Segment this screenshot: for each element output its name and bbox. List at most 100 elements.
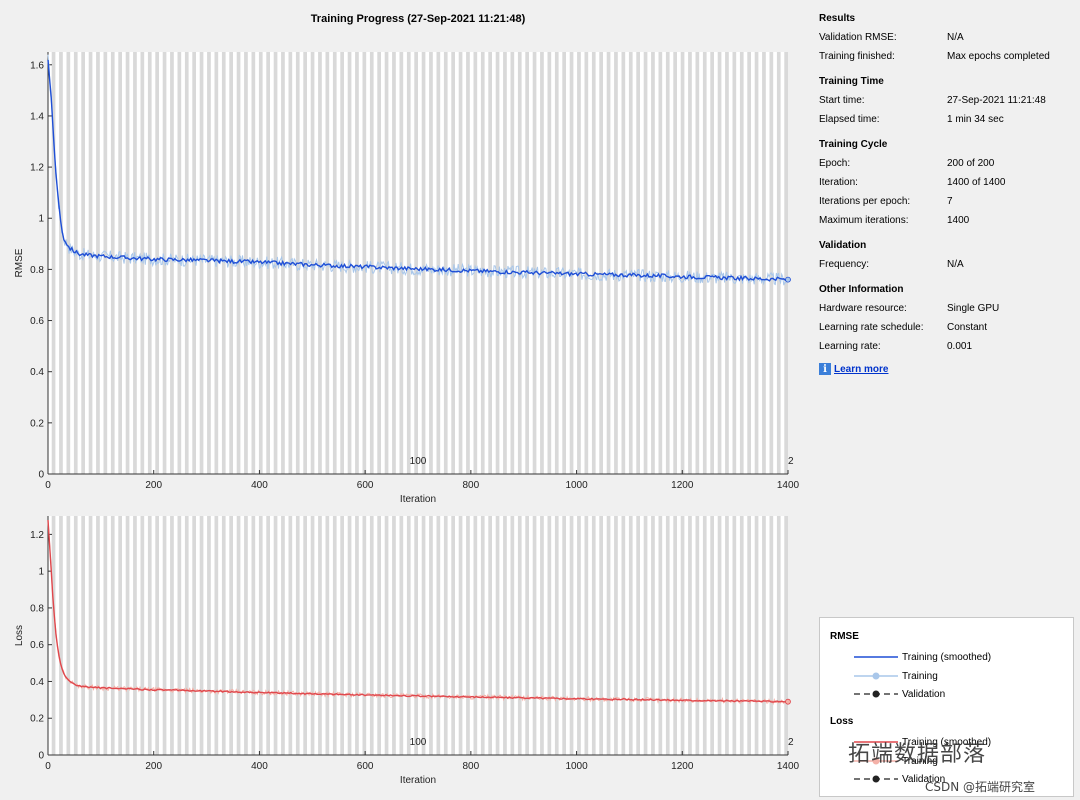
epoch-band xyxy=(739,516,744,755)
epoch-band xyxy=(503,52,507,474)
epoch-band xyxy=(451,52,455,474)
epoch-band xyxy=(414,516,418,755)
epoch-band xyxy=(443,516,448,755)
series-training-smoothed-line xyxy=(47,519,788,703)
epoch-band xyxy=(229,516,233,755)
epoch-band xyxy=(429,52,433,474)
epoch-band xyxy=(177,516,182,755)
epoch-band xyxy=(680,516,685,755)
legend-item-rmse-smoothed: Training (smoothed) xyxy=(854,650,991,664)
epoch-band xyxy=(192,52,196,474)
page-title: Training Progress (27-Sep-2021 11:21:48) xyxy=(310,13,526,25)
epoch-band xyxy=(688,516,692,755)
epoch-band xyxy=(436,52,441,474)
info-value: N/A xyxy=(947,32,964,43)
x-tick-label: 200 xyxy=(145,761,162,772)
epoch-band xyxy=(325,52,330,474)
epoch-band xyxy=(628,516,633,755)
epoch-band xyxy=(110,516,115,755)
epoch-band xyxy=(133,52,137,474)
epoch-band xyxy=(473,516,478,755)
epoch-band xyxy=(362,516,367,755)
epoch-band xyxy=(584,516,589,755)
epoch-label: 2 xyxy=(788,737,794,748)
epoch-band xyxy=(421,516,426,755)
x-axis-label: Iteration xyxy=(400,775,436,786)
epoch-band xyxy=(199,516,204,755)
epoch-band xyxy=(140,516,145,755)
y-tick-label: 1.2 xyxy=(30,530,44,541)
training-time-title: Training Time xyxy=(819,76,884,87)
epoch-label: 100 xyxy=(410,737,427,748)
info-value: 1400 of 1400 xyxy=(947,177,1006,188)
epoch-band xyxy=(673,516,677,755)
epoch-band xyxy=(665,52,670,474)
epoch-band xyxy=(769,516,774,755)
epoch-band xyxy=(591,516,596,755)
epoch-band xyxy=(258,516,263,755)
epoch-band xyxy=(318,516,322,755)
epoch-band xyxy=(406,516,411,755)
y-tick-label: 0.6 xyxy=(30,640,44,651)
epoch-band xyxy=(451,516,455,755)
info-label: Hardware resource: xyxy=(819,303,907,314)
epoch-band xyxy=(221,516,226,755)
info-row: Validation RMSE: N/A xyxy=(819,31,1069,44)
epoch-band xyxy=(547,516,552,755)
epoch-band xyxy=(325,516,330,755)
epoch-band xyxy=(614,516,618,755)
epoch-band xyxy=(436,516,441,755)
epoch-band xyxy=(251,516,256,755)
legend-line-loss-validation xyxy=(854,775,898,783)
y-tick-label: 0.8 xyxy=(30,265,44,276)
other-info-title: Other Information xyxy=(819,284,904,295)
epoch-band xyxy=(429,516,433,755)
epoch-band xyxy=(214,516,219,755)
epoch-band xyxy=(421,52,426,474)
epoch-band xyxy=(554,516,559,755)
epoch-band xyxy=(392,52,396,474)
epoch-band xyxy=(651,516,655,755)
epoch-band xyxy=(480,516,485,755)
legend-item-loss-training: Training xyxy=(854,754,938,768)
results-section: Results Validation RMSE: N/A Training fin… xyxy=(819,12,1069,63)
epoch-band xyxy=(51,516,56,755)
legend-label: Training (smoothed) xyxy=(902,736,992,748)
epoch-band xyxy=(170,516,174,755)
epoch-band xyxy=(81,52,85,474)
epoch-band xyxy=(784,516,788,755)
info-label: Maximum iterations: xyxy=(819,215,909,226)
epoch-band xyxy=(147,516,152,755)
epoch-band xyxy=(762,52,766,474)
epoch-label: 2 xyxy=(788,456,794,467)
info-panel: Results Validation RMSE: N/A Training fin… xyxy=(819,12,1069,375)
series-training-smoothed-line xyxy=(47,59,788,282)
epoch-band xyxy=(458,52,463,474)
epoch-band xyxy=(318,52,322,474)
info-value: 1400 xyxy=(947,215,970,226)
epoch-band xyxy=(577,516,581,755)
epoch-band xyxy=(81,516,85,755)
x-axis-label: Iteration xyxy=(400,494,436,505)
y-tick-label: 0 xyxy=(38,470,44,481)
learn-more-link[interactable]: i Learn more xyxy=(819,363,1069,375)
legend-line-rmse-validation xyxy=(854,690,898,698)
epoch-band xyxy=(732,516,737,755)
epoch-band xyxy=(258,52,263,474)
epoch-band xyxy=(155,516,159,755)
epoch-band xyxy=(59,516,63,755)
epoch-band xyxy=(458,516,463,755)
epoch-band xyxy=(362,52,367,474)
epoch-band xyxy=(517,516,522,755)
epoch-band xyxy=(303,52,307,474)
learn-more-text[interactable]: Learn more xyxy=(834,363,889,375)
epoch-band xyxy=(754,52,759,474)
epoch-band xyxy=(569,516,574,755)
epoch-band xyxy=(125,516,130,755)
epoch-band xyxy=(680,52,685,474)
epoch-band xyxy=(747,516,751,755)
epoch-band xyxy=(584,52,589,474)
y-tick-label: 0.2 xyxy=(30,418,44,429)
epoch-band xyxy=(739,52,744,474)
